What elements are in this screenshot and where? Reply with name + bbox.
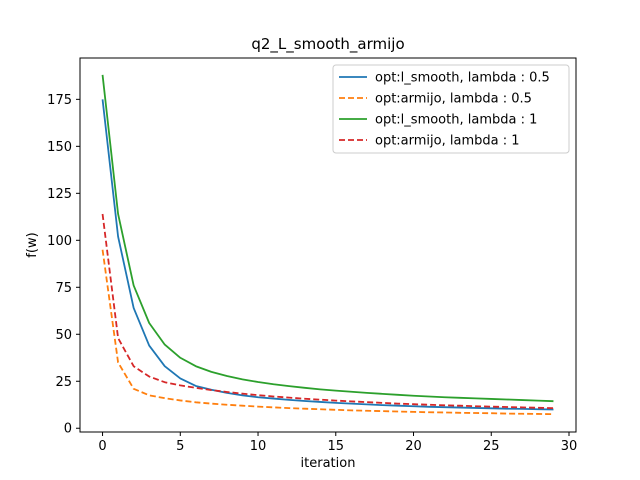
y-tick-label: 150 [47, 140, 72, 155]
y-tick-label: 75 [55, 281, 72, 296]
y-axis-ticks: 0 25 50 75 100 125 150 175 [47, 93, 80, 437]
x-tick-label: 15 [328, 439, 345, 454]
x-axis-ticks: 0 5 10 15 20 25 30 [98, 432, 577, 454]
x-tick-label: 5 [176, 439, 184, 454]
series-line-3 [101, 74, 554, 403]
legend-label-1: opt:l_smooth, lambda : 0.5 [375, 71, 550, 86]
y-tick-label: 50 [55, 328, 72, 343]
legend-box [332, 64, 570, 154]
x-tick-label: 30 [561, 439, 578, 454]
legend-label-4: opt:armijo, lambda : 1 [375, 134, 520, 149]
y-tick-label: 0 [64, 422, 72, 437]
x-tick-label: 10 [250, 439, 267, 454]
x-tick-label: 0 [98, 439, 106, 454]
chart-title: q2_L_smooth_armijo [251, 35, 404, 54]
plot-frame [79, 57, 577, 433]
x-tick-label: 25 [483, 439, 500, 454]
series-line-2 [101, 249, 554, 416]
y-tick-label: 100 [47, 234, 72, 249]
y-tick-label: 25 [55, 375, 72, 390]
y-axis-title: f(w) [25, 232, 40, 257]
x-tick-label: 20 [405, 439, 422, 454]
y-tick-label: 125 [47, 187, 72, 202]
legend-label-3: opt:l_smooth, lambda : 1 [375, 113, 537, 128]
y-tick-label: 175 [47, 93, 72, 108]
legend-label-2: opt:armijo, lambda : 0.5 [375, 92, 532, 107]
legend: opt:l_smooth, lambda : 0.5 opt:armijo, la… [332, 64, 570, 154]
x-axis-title: iteration [301, 456, 356, 471]
series-layer [101, 74, 554, 416]
series-line-4 [101, 213, 554, 410]
series-line-1 [101, 99, 554, 411]
